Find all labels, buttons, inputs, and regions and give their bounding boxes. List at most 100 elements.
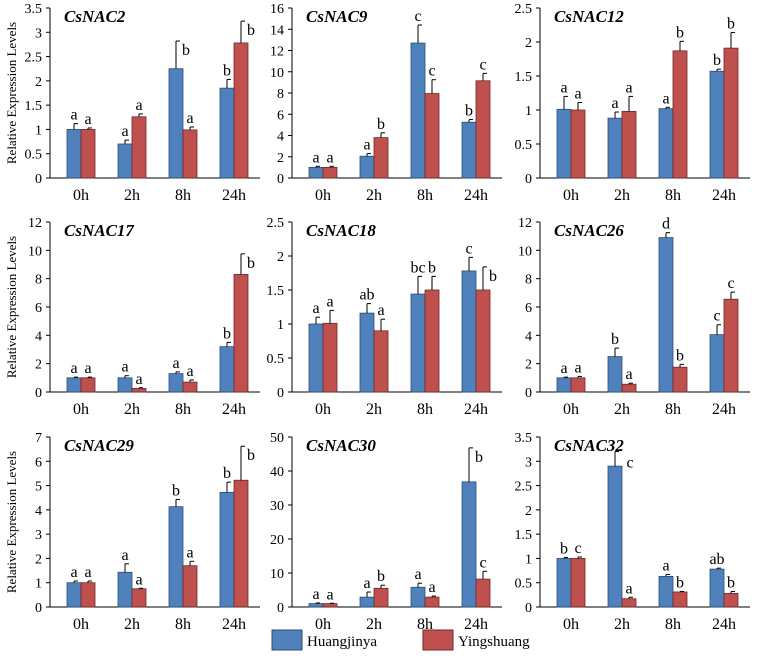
y-axis-label: Relative Expression Levels	[4, 22, 19, 164]
significance-letter: b	[676, 574, 684, 591]
y-tick-label: 2	[525, 358, 532, 373]
bar-huangjinya-0h	[308, 166, 324, 179]
x-tick-label: 8h	[417, 616, 433, 633]
bar-huangjinya-8h	[168, 68, 184, 179]
y-tick-label: 1.5	[515, 70, 533, 85]
bar-yingshuang-24h	[475, 80, 491, 179]
significance-letter: b	[428, 259, 436, 276]
x-tick-label: 0h	[563, 187, 579, 204]
panel-title: CsNAC29	[64, 436, 134, 455]
legend-label-yingshuang: Yingshuang	[458, 634, 530, 650]
x-tick-label: 24h	[464, 401, 488, 418]
significance-letter: b	[377, 568, 385, 585]
bar-huangjinya-0h	[308, 603, 324, 608]
significance-letter: a	[121, 547, 128, 564]
bar-huangjinya-8h	[410, 586, 426, 608]
significance-letter: b	[560, 540, 568, 557]
y-tick-label: 8	[277, 87, 284, 102]
bar-yingshuang-8h	[424, 596, 440, 608]
y-tick-label: 0	[277, 172, 284, 187]
significance-letter: a	[121, 359, 128, 376]
significance-letter: ab	[709, 551, 724, 568]
significance-letter: a	[312, 149, 319, 166]
y-tick-label: 2	[277, 151, 284, 166]
significance-letter: a	[414, 566, 421, 583]
bar-yingshuang-24h	[233, 274, 249, 393]
x-tick-label: 8h	[417, 401, 433, 418]
y-tick-label: 50	[270, 431, 284, 446]
significance-letter: b	[377, 116, 385, 133]
y-tick-label: 1	[35, 123, 42, 138]
x-tick-label: 8h	[665, 187, 681, 204]
bar-yingshuang-8h	[182, 381, 198, 393]
significance-letter: c	[479, 56, 486, 73]
significance-letter: a	[135, 97, 142, 114]
significance-letter: a	[135, 371, 142, 388]
bar-huangjinya-2h	[359, 312, 375, 393]
significance-letter: bc	[410, 259, 425, 276]
significance-letter: c	[727, 275, 734, 292]
significance-letter: a	[574, 86, 581, 103]
y-tick-label: 10	[270, 567, 284, 582]
significance-letter: b	[676, 347, 684, 364]
bar-yingshuang-0h	[570, 109, 586, 179]
y-tick-label: 6	[525, 301, 532, 316]
x-tick-label: 24h	[712, 401, 736, 418]
bar-huangjinya-24h	[219, 87, 235, 179]
bar-huangjinya-24h	[461, 270, 477, 393]
significance-letter: c	[626, 455, 633, 472]
bar-huangjinya-8h	[658, 576, 674, 608]
x-tick-label: 24h	[222, 187, 246, 204]
y-tick-label: 0	[277, 601, 284, 616]
significance-letter: a	[363, 575, 370, 592]
significance-letter: a	[625, 79, 632, 96]
y-tick-label: 0	[277, 386, 284, 401]
bar-yingshuang-2h	[373, 587, 389, 608]
y-tick-label: 14	[270, 23, 284, 38]
significance-letter: a	[135, 571, 142, 588]
x-tick-label: 24h	[712, 616, 736, 633]
bar-huangjinya-2h	[359, 155, 375, 179]
bar-huangjinya-8h	[658, 108, 674, 179]
significance-letter: a	[172, 355, 179, 372]
bar-huangjinya-2h	[117, 571, 133, 608]
y-tick-label: 3	[525, 455, 532, 470]
y-tick-label: 20	[270, 533, 284, 548]
bar-huangjinya-2h	[607, 465, 623, 608]
bar-yingshuang-8h	[182, 565, 198, 608]
bar-yingshuang-2h	[131, 116, 147, 179]
y-tick-label: 12	[270, 45, 284, 60]
significance-letter: c	[713, 308, 720, 325]
y-tick-label: 1.5	[267, 284, 285, 299]
x-tick-label: 8h	[417, 187, 433, 204]
panel-title: CsNAC30	[306, 436, 376, 455]
x-tick-label: 2h	[366, 401, 382, 418]
y-tick-label: 0	[35, 386, 42, 401]
y-tick-label: 6	[35, 301, 42, 316]
bar-yingshuang-24h	[475, 578, 491, 608]
bar-yingshuang-0h	[322, 166, 338, 179]
bar-huangjinya-8h	[658, 237, 674, 393]
significance-letter: c	[428, 63, 435, 80]
bar-yingshuang-0h	[80, 377, 96, 393]
legend: Huangjinya Yingshuang	[271, 629, 530, 651]
significance-letter: a	[625, 366, 632, 383]
significance-letter: a	[326, 586, 333, 603]
bar-yingshuang-8h	[424, 93, 440, 179]
bar-huangjinya-24h	[709, 70, 725, 179]
y-tick-label: 0	[525, 386, 532, 401]
y-tick-label: 2.5	[25, 51, 43, 66]
y-tick-label: 8	[525, 273, 532, 288]
y-tick-label: 2	[35, 75, 42, 90]
x-tick-label: 0h	[563, 616, 579, 633]
x-tick-label: 0h	[315, 401, 331, 418]
bar-yingshuang-8h	[672, 366, 688, 393]
y-tick-label: 5	[35, 480, 42, 495]
bar-yingshuang-2h	[131, 588, 147, 608]
